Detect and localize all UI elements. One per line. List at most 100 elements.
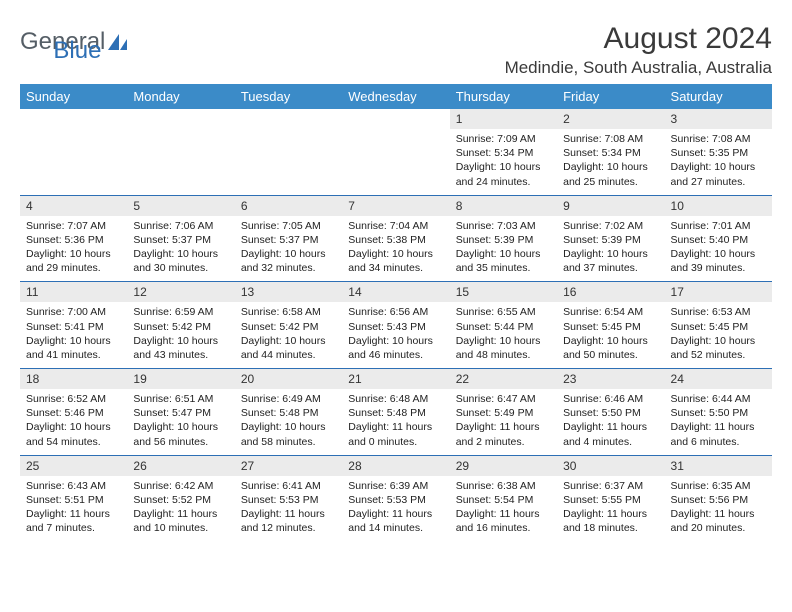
day-details: Sunrise: 6:35 AMSunset: 5:56 PMDaylight:… xyxy=(665,476,772,542)
day-number: 23 xyxy=(557,368,664,389)
calendar-cell: 20Sunrise: 6:49 AMSunset: 5:48 PMDayligh… xyxy=(235,368,342,455)
day-details: Sunrise: 6:44 AMSunset: 5:50 PMDaylight:… xyxy=(665,389,772,455)
day-details: Sunrise: 6:48 AMSunset: 5:48 PMDaylight:… xyxy=(342,389,449,455)
day-details: Sunrise: 7:08 AMSunset: 5:35 PMDaylight:… xyxy=(665,129,772,195)
calendar-cell: 8Sunrise: 7:03 AMSunset: 5:39 PMDaylight… xyxy=(450,195,557,282)
calendar-cell: 12Sunrise: 6:59 AMSunset: 5:42 PMDayligh… xyxy=(127,281,234,368)
day-number: 21 xyxy=(342,368,449,389)
day-number: 16 xyxy=(557,281,664,302)
calendar-cell: 15Sunrise: 6:55 AMSunset: 5:44 PMDayligh… xyxy=(450,281,557,368)
weekday-header: Monday xyxy=(127,84,234,109)
calendar-cell: 6Sunrise: 7:05 AMSunset: 5:37 PMDaylight… xyxy=(235,195,342,282)
day-number: 1 xyxy=(450,109,557,129)
calendar-cell: 28Sunrise: 6:39 AMSunset: 5:53 PMDayligh… xyxy=(342,455,449,542)
day-details: Sunrise: 7:05 AMSunset: 5:37 PMDaylight:… xyxy=(235,216,342,282)
day-details: Sunrise: 6:52 AMSunset: 5:46 PMDaylight:… xyxy=(20,389,127,455)
weekday-header: Friday xyxy=(557,84,664,109)
day-number: 9 xyxy=(557,195,664,216)
calendar-cell: 13Sunrise: 6:58 AMSunset: 5:42 PMDayligh… xyxy=(235,281,342,368)
day-number: 14 xyxy=(342,281,449,302)
day-details: Sunrise: 6:41 AMSunset: 5:53 PMDaylight:… xyxy=(235,476,342,542)
day-number: 20 xyxy=(235,368,342,389)
day-details: Sunrise: 7:08 AMSunset: 5:34 PMDaylight:… xyxy=(557,129,664,195)
calendar-cell: 30Sunrise: 6:37 AMSunset: 5:55 PMDayligh… xyxy=(557,455,664,542)
day-number: 30 xyxy=(557,455,664,476)
day-details: Sunrise: 6:46 AMSunset: 5:50 PMDaylight:… xyxy=(557,389,664,455)
day-details: Sunrise: 7:06 AMSunset: 5:37 PMDaylight:… xyxy=(127,216,234,282)
day-number: 4 xyxy=(20,195,127,216)
weekday-header: Wednesday xyxy=(342,84,449,109)
day-number: 8 xyxy=(450,195,557,216)
logo-icon xyxy=(107,32,133,52)
day-details: Sunrise: 6:53 AMSunset: 5:45 PMDaylight:… xyxy=(665,302,772,368)
calendar-cell: 31Sunrise: 6:35 AMSunset: 5:56 PMDayligh… xyxy=(665,455,772,542)
day-details: Sunrise: 7:09 AMSunset: 5:34 PMDaylight:… xyxy=(450,129,557,195)
calendar-cell: 16Sunrise: 6:54 AMSunset: 5:45 PMDayligh… xyxy=(557,281,664,368)
calendar-cell: 5Sunrise: 7:06 AMSunset: 5:37 PMDaylight… xyxy=(127,195,234,282)
day-details: Sunrise: 6:51 AMSunset: 5:47 PMDaylight:… xyxy=(127,389,234,455)
day-number: 22 xyxy=(450,368,557,389)
day-details: Sunrise: 6:59 AMSunset: 5:42 PMDaylight:… xyxy=(127,302,234,368)
day-details: Sunrise: 6:42 AMSunset: 5:52 PMDaylight:… xyxy=(127,476,234,542)
day-number: 29 xyxy=(450,455,557,476)
day-number: 28 xyxy=(342,455,449,476)
day-number: 27 xyxy=(235,455,342,476)
calendar-cell: 2Sunrise: 7:08 AMSunset: 5:34 PMDaylight… xyxy=(557,109,664,195)
day-number: 12 xyxy=(127,281,234,302)
weekday-header: Saturday xyxy=(665,84,772,109)
calendar-cell: 9Sunrise: 7:02 AMSunset: 5:39 PMDaylight… xyxy=(557,195,664,282)
day-details: Sunrise: 7:02 AMSunset: 5:39 PMDaylight:… xyxy=(557,216,664,282)
day-number: 13 xyxy=(235,281,342,302)
calendar-cell: 19Sunrise: 6:51 AMSunset: 5:47 PMDayligh… xyxy=(127,368,234,455)
calendar-cell: 17Sunrise: 6:53 AMSunset: 5:45 PMDayligh… xyxy=(665,281,772,368)
calendar-cell: 24Sunrise: 6:44 AMSunset: 5:50 PMDayligh… xyxy=(665,368,772,455)
calendar-cell: 7Sunrise: 7:04 AMSunset: 5:38 PMDaylight… xyxy=(342,195,449,282)
day-details: Sunrise: 6:43 AMSunset: 5:51 PMDaylight:… xyxy=(20,476,127,542)
calendar-cell: 25Sunrise: 6:43 AMSunset: 5:51 PMDayligh… xyxy=(20,455,127,542)
calendar-table: SundayMondayTuesdayWednesdayThursdayFrid… xyxy=(20,84,772,541)
day-number: 15 xyxy=(450,281,557,302)
calendar-cell: 4Sunrise: 7:07 AMSunset: 5:36 PMDaylight… xyxy=(20,195,127,282)
day-number: 10 xyxy=(665,195,772,216)
calendar-cell xyxy=(342,109,449,195)
calendar-cell: 22Sunrise: 6:47 AMSunset: 5:49 PMDayligh… xyxy=(450,368,557,455)
calendar-cell: 1Sunrise: 7:09 AMSunset: 5:34 PMDaylight… xyxy=(450,109,557,195)
day-details: Sunrise: 6:58 AMSunset: 5:42 PMDaylight:… xyxy=(235,302,342,368)
day-number: 24 xyxy=(665,368,772,389)
day-number: 2 xyxy=(557,109,664,129)
day-number: 26 xyxy=(127,455,234,476)
location-subtitle: Medindie, South Australia, Australia xyxy=(505,58,772,78)
day-details: Sunrise: 6:55 AMSunset: 5:44 PMDaylight:… xyxy=(450,302,557,368)
weekday-header: Thursday xyxy=(450,84,557,109)
day-details: Sunrise: 7:04 AMSunset: 5:38 PMDaylight:… xyxy=(342,216,449,282)
calendar-cell xyxy=(20,109,127,195)
brand-logo: General Blue xyxy=(20,22,183,56)
day-details: Sunrise: 7:01 AMSunset: 5:40 PMDaylight:… xyxy=(665,216,772,282)
day-details: Sunrise: 6:38 AMSunset: 5:54 PMDaylight:… xyxy=(450,476,557,542)
day-number: 31 xyxy=(665,455,772,476)
day-number: 19 xyxy=(127,368,234,389)
weekday-header: Sunday xyxy=(20,84,127,109)
calendar-cell: 26Sunrise: 6:42 AMSunset: 5:52 PMDayligh… xyxy=(127,455,234,542)
calendar-cell: 21Sunrise: 6:48 AMSunset: 5:48 PMDayligh… xyxy=(342,368,449,455)
calendar-cell xyxy=(127,109,234,195)
day-details: Sunrise: 7:03 AMSunset: 5:39 PMDaylight:… xyxy=(450,216,557,282)
day-number: 3 xyxy=(665,109,772,129)
calendar-cell: 29Sunrise: 6:38 AMSunset: 5:54 PMDayligh… xyxy=(450,455,557,542)
calendar-cell: 10Sunrise: 7:01 AMSunset: 5:40 PMDayligh… xyxy=(665,195,772,282)
calendar-cell: 18Sunrise: 6:52 AMSunset: 5:46 PMDayligh… xyxy=(20,368,127,455)
day-number: 11 xyxy=(20,281,127,302)
day-number: 7 xyxy=(342,195,449,216)
calendar-cell: 11Sunrise: 7:00 AMSunset: 5:41 PMDayligh… xyxy=(20,281,127,368)
day-number: 18 xyxy=(20,368,127,389)
day-details: Sunrise: 6:37 AMSunset: 5:55 PMDaylight:… xyxy=(557,476,664,542)
logo-word-2: Blue xyxy=(53,37,101,65)
day-number: 25 xyxy=(20,455,127,476)
weekday-header: Tuesday xyxy=(235,84,342,109)
calendar-cell: 3Sunrise: 7:08 AMSunset: 5:35 PMDaylight… xyxy=(665,109,772,195)
day-details: Sunrise: 6:56 AMSunset: 5:43 PMDaylight:… xyxy=(342,302,449,368)
day-number: 6 xyxy=(235,195,342,216)
day-number: 5 xyxy=(127,195,234,216)
calendar-cell: 23Sunrise: 6:46 AMSunset: 5:50 PMDayligh… xyxy=(557,368,664,455)
day-details: Sunrise: 7:07 AMSunset: 5:36 PMDaylight:… xyxy=(20,216,127,282)
